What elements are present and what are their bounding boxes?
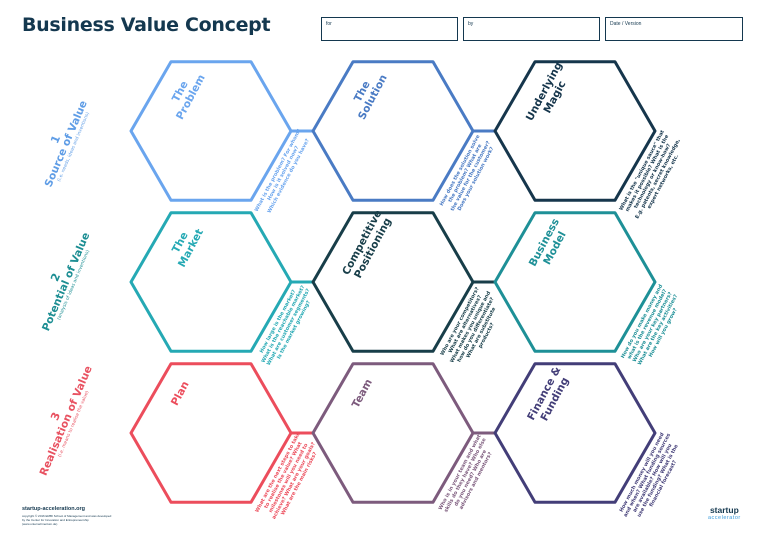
for-field-label: for xyxy=(326,21,332,27)
hexagon-title: TheProblem xyxy=(163,67,207,122)
hexagon-outline xyxy=(493,211,657,353)
by-field[interactable]: by xyxy=(463,17,600,41)
hexagon-title: Team xyxy=(350,377,375,410)
hexagon-outline xyxy=(493,362,657,504)
footer-copyright: copyright © 2016 EMBI School of Manageme… xyxy=(22,514,112,526)
by-field-label: by xyxy=(468,21,474,27)
hexagon-title: TheSolution xyxy=(346,67,390,122)
hexagon-outline xyxy=(129,211,293,353)
hexagon-title: Plan xyxy=(169,379,192,407)
hexagon-title: Finance &Funding xyxy=(525,365,574,428)
hexagon-question: Who are your competitors?What are altern… xyxy=(439,284,509,372)
hexagon-outline xyxy=(311,362,475,504)
startup-accelerator-logo: startup accelerator xyxy=(708,505,741,521)
hexagon-outline xyxy=(129,362,293,504)
for-field[interactable]: for xyxy=(321,17,458,41)
hexagon-title: BusinessModel xyxy=(527,217,573,275)
footer-url[interactable]: startup-acceleration.org xyxy=(22,506,85,512)
hexagon-title: TheMarket xyxy=(165,221,206,269)
hexagon-outline xyxy=(493,60,657,202)
page-title: Business Value Concept xyxy=(22,14,271,36)
hexagon-outline xyxy=(311,211,475,353)
date-version-field[interactable]: Date / Version xyxy=(605,17,743,41)
date-version-field-label: Date / Version xyxy=(610,21,642,27)
logo-text-top: startup xyxy=(709,505,739,515)
hexagon-outline xyxy=(129,60,293,202)
hexagon-outline xyxy=(311,60,475,202)
logo-text-bottom: accelerator xyxy=(708,515,741,521)
